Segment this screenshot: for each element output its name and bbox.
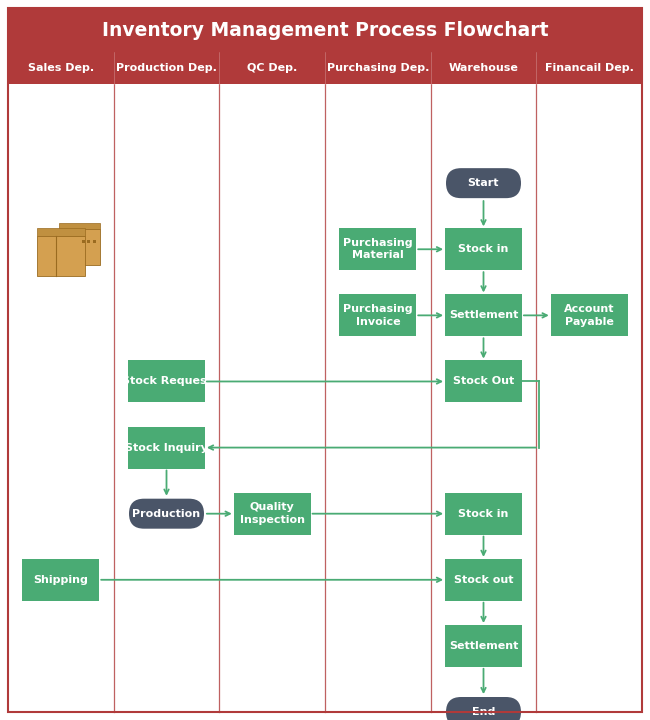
FancyBboxPatch shape <box>87 240 90 243</box>
FancyBboxPatch shape <box>445 559 522 600</box>
FancyBboxPatch shape <box>8 8 642 52</box>
Text: Settlement: Settlement <box>448 310 518 320</box>
Polygon shape <box>58 223 101 230</box>
FancyBboxPatch shape <box>8 52 642 84</box>
Text: Stock Inquiry: Stock Inquiry <box>125 443 208 453</box>
Polygon shape <box>36 228 85 236</box>
Text: Purchasing
Invoice: Purchasing Invoice <box>343 304 413 327</box>
FancyBboxPatch shape <box>92 240 96 243</box>
Text: Warehouse: Warehouse <box>448 63 519 73</box>
Text: End: End <box>472 707 495 717</box>
Text: Purchasing
Material: Purchasing Material <box>343 238 413 261</box>
FancyBboxPatch shape <box>129 499 204 528</box>
FancyBboxPatch shape <box>445 492 522 535</box>
Text: Inventory Management Process Flowchart: Inventory Management Process Flowchart <box>102 20 548 40</box>
FancyBboxPatch shape <box>82 240 85 243</box>
Text: Quality
Inspection: Quality Inspection <box>240 503 305 525</box>
Text: Stock Out: Stock Out <box>453 377 514 387</box>
Text: Purchasing Dep.: Purchasing Dep. <box>327 63 429 73</box>
FancyBboxPatch shape <box>128 426 205 469</box>
Text: Settlement: Settlement <box>448 641 518 651</box>
FancyBboxPatch shape <box>339 228 417 270</box>
Text: Stock out: Stock out <box>454 575 514 585</box>
Text: Start: Start <box>468 178 499 188</box>
Text: Account
Payable: Account Payable <box>564 304 614 327</box>
FancyBboxPatch shape <box>445 294 522 336</box>
Text: Sales Dep.: Sales Dep. <box>28 63 94 73</box>
FancyBboxPatch shape <box>446 168 521 198</box>
FancyBboxPatch shape <box>445 228 522 270</box>
FancyBboxPatch shape <box>445 625 522 667</box>
FancyBboxPatch shape <box>22 559 99 600</box>
Text: Financail Dep.: Financail Dep. <box>545 63 634 73</box>
Text: Stock in: Stock in <box>458 509 509 518</box>
FancyBboxPatch shape <box>128 361 205 402</box>
Text: Production Dep.: Production Dep. <box>116 63 217 73</box>
Text: Stock Request: Stock Request <box>122 377 211 387</box>
FancyBboxPatch shape <box>233 492 311 535</box>
FancyBboxPatch shape <box>446 697 521 720</box>
Text: Stock in: Stock in <box>458 244 509 254</box>
Text: QC Dep.: QC Dep. <box>247 63 297 73</box>
FancyBboxPatch shape <box>58 230 101 265</box>
Text: Shipping: Shipping <box>33 575 88 585</box>
Text: Production: Production <box>133 509 201 518</box>
FancyBboxPatch shape <box>339 294 417 336</box>
FancyBboxPatch shape <box>551 294 628 336</box>
FancyBboxPatch shape <box>445 361 522 402</box>
FancyBboxPatch shape <box>36 236 85 276</box>
FancyBboxPatch shape <box>8 84 642 712</box>
